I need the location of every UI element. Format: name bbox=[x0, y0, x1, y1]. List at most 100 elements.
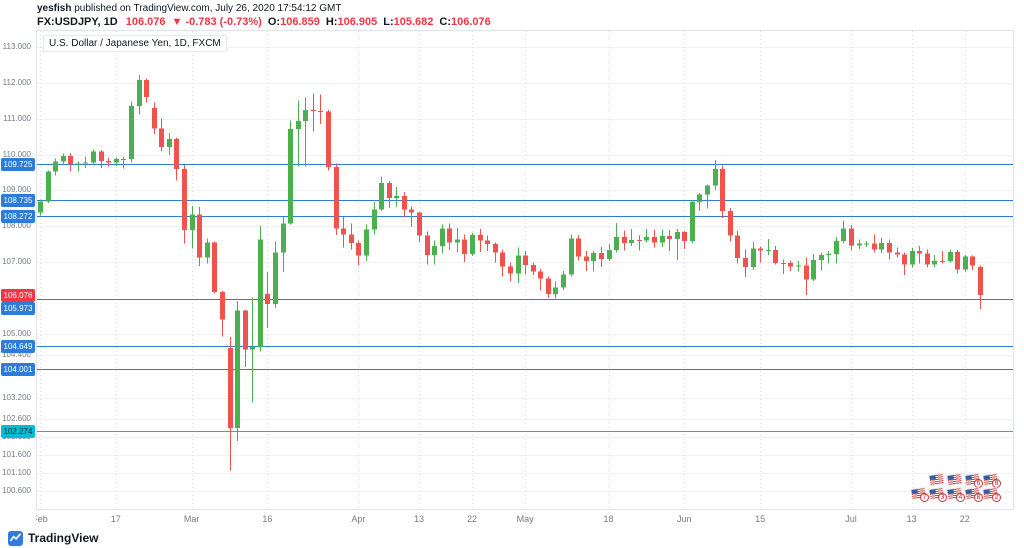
price-tick-label: 103.200 bbox=[2, 393, 31, 402]
candle-body bbox=[243, 310, 248, 350]
candle-body bbox=[296, 121, 301, 130]
last-price-label: 106.076 bbox=[1, 289, 35, 303]
digit-badge: 4 bbox=[956, 493, 965, 502]
candle-body bbox=[849, 228, 854, 246]
price-level-label: 108.735 bbox=[1, 193, 35, 207]
flag-icon: 6 bbox=[965, 474, 983, 488]
candle-body bbox=[781, 263, 786, 265]
chart-title: U.S. Dollar / Japanese Yen, 1D, FXCM bbox=[43, 35, 227, 52]
candlestick-canvas bbox=[37, 31, 1013, 509]
time-tick-label: 13 bbox=[413, 514, 425, 524]
candle-body bbox=[607, 250, 612, 260]
price-tick-label: 101.100 bbox=[2, 468, 31, 478]
candle-body bbox=[402, 196, 407, 210]
price-tick-label: 113.000 bbox=[2, 42, 31, 52]
candle-body bbox=[743, 258, 748, 267]
candle-body bbox=[379, 182, 384, 210]
candle-body bbox=[265, 294, 270, 305]
candle-body bbox=[735, 235, 740, 259]
candle-body bbox=[76, 163, 81, 165]
time-tick-label: Feb bbox=[36, 514, 48, 524]
digit-badge: 3 bbox=[938, 493, 947, 502]
price-tick-label: 105.000 bbox=[2, 328, 31, 338]
candle-body bbox=[932, 260, 937, 265]
candle-body bbox=[576, 238, 581, 257]
candle-body bbox=[667, 236, 672, 240]
time-axis[interactable]: Feb 17 Mar 16 Apr 13 22 May 18 Jun 15 Jul 13 22 bbox=[36, 512, 1014, 528]
candle-body bbox=[197, 214, 202, 258]
tradingview-logo-icon[interactable] bbox=[8, 530, 23, 546]
candle-body bbox=[61, 155, 66, 162]
candle-body bbox=[895, 252, 900, 255]
candle-body bbox=[250, 346, 255, 350]
price-tick-label: 110.000 bbox=[2, 149, 31, 159]
candle-body bbox=[91, 151, 96, 163]
candle-body bbox=[690, 201, 695, 241]
candle-body bbox=[190, 214, 195, 231]
price-tick-label: 104.400 bbox=[2, 350, 31, 360]
candle-body bbox=[819, 255, 824, 261]
tradingview-wordmark[interactable]: TradingView bbox=[28, 531, 99, 545]
candle-body bbox=[99, 151, 104, 161]
time-tick-label: Jun bbox=[677, 514, 692, 524]
candle-body bbox=[212, 242, 217, 293]
price-tick-label: 111.000 bbox=[3, 113, 31, 123]
price-axis[interactable]: 113.000 112.000 111.000 110.000 109.000 108.0… bbox=[0, 0, 36, 548]
candle-body bbox=[235, 310, 240, 429]
candle-body bbox=[963, 256, 968, 270]
time-tick-label: 13 bbox=[906, 514, 917, 524]
candle-body bbox=[675, 232, 680, 240]
high-value: 106.905 bbox=[337, 16, 378, 28]
candle-body bbox=[629, 240, 634, 243]
candle-body bbox=[462, 239, 467, 255]
candle-body bbox=[318, 110, 323, 112]
candle-body bbox=[948, 251, 953, 262]
candle-body bbox=[387, 182, 392, 198]
candle-body bbox=[751, 248, 756, 267]
time-tick-label: 17 bbox=[110, 514, 121, 524]
candle-body bbox=[341, 228, 346, 235]
time-tick-label: 15 bbox=[755, 514, 766, 524]
candle-body bbox=[68, 155, 73, 164]
flag-icon bbox=[947, 474, 963, 486]
candle-body bbox=[720, 169, 725, 212]
candle-body bbox=[940, 260, 945, 262]
open-value: 106.859 bbox=[280, 16, 320, 28]
candle-body bbox=[773, 249, 778, 264]
candle-body bbox=[917, 251, 922, 254]
candle-body bbox=[425, 235, 430, 256]
digit-badge: 8 bbox=[992, 479, 1001, 488]
candle-body bbox=[652, 237, 657, 243]
digit-badge: 2 bbox=[992, 493, 1001, 502]
candle-body bbox=[569, 238, 574, 275]
candle-body bbox=[500, 252, 505, 267]
candle-body bbox=[432, 245, 437, 256]
price-tick-label: 108.000 bbox=[2, 221, 31, 231]
flag-glyph bbox=[947, 474, 962, 485]
candle-body bbox=[167, 138, 172, 148]
candle-body bbox=[834, 241, 839, 255]
candle-body bbox=[811, 260, 816, 280]
price-level-label: 108.272 bbox=[1, 210, 35, 224]
candle-body bbox=[599, 252, 604, 260]
price-level-label: 104.001 bbox=[1, 363, 35, 377]
symbol-info-bar: FX:USDJPY, 1D 106.076 ▼ -0.783 (-0.73%) O:1… bbox=[37, 16, 491, 28]
candle-body bbox=[902, 254, 907, 265]
candle-body bbox=[53, 161, 58, 172]
candle-body bbox=[531, 265, 536, 272]
candle-body bbox=[705, 185, 710, 195]
price-level-label: 104.649 bbox=[1, 340, 35, 354]
flag-icon: 8 bbox=[965, 488, 983, 502]
candle-body bbox=[970, 256, 975, 266]
high-label: H: bbox=[325, 16, 338, 28]
candle-body bbox=[955, 251, 960, 270]
candle-body bbox=[523, 255, 528, 266]
candle-body bbox=[440, 228, 445, 246]
candle-body bbox=[228, 347, 233, 429]
candle-body bbox=[447, 228, 452, 243]
digit-badge: 7 bbox=[920, 493, 929, 502]
